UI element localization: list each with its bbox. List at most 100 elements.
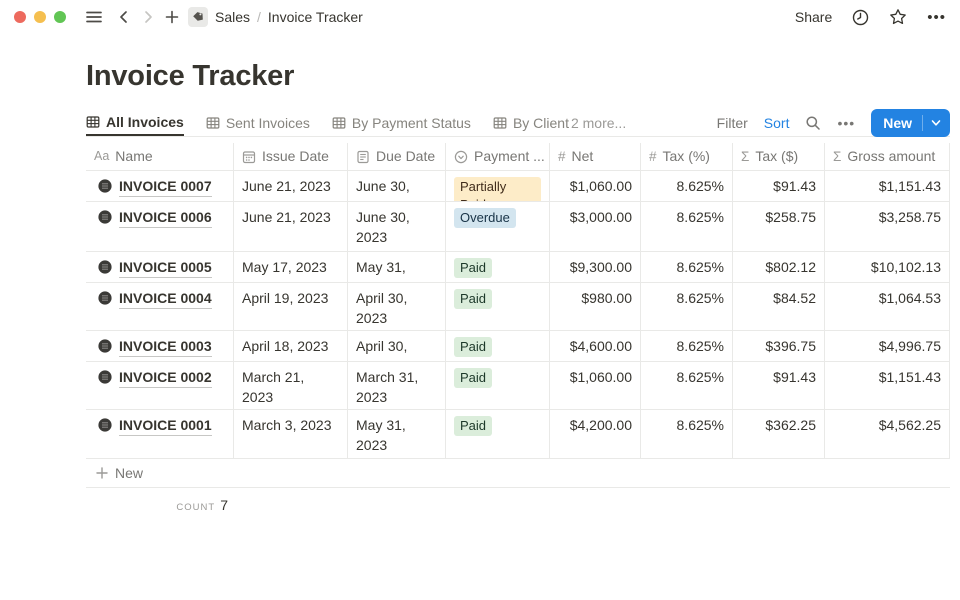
- breadcrumb-workspace[interactable]: Sales: [215, 9, 251, 25]
- gross-amount-cell[interactable]: $4,996.75: [825, 331, 950, 361]
- count-label[interactable]: count: [176, 502, 216, 513]
- payment-status-cell[interactable]: Paid: [446, 283, 550, 330]
- issue-date-cell[interactable]: April 19, 2023: [234, 283, 348, 330]
- more-options-icon[interactable]: •••: [927, 8, 946, 26]
- name-cell[interactable]: INVOICE 0005: [86, 252, 234, 282]
- new-button[interactable]: New: [871, 108, 950, 137]
- net-cell[interactable]: $9,300.00: [550, 252, 641, 282]
- tax-pct-cell[interactable]: 8.625%: [641, 202, 733, 251]
- net-cell[interactable]: $4,600.00: [550, 331, 641, 361]
- due-date-cell[interactable]: April 30, 2023: [348, 331, 446, 361]
- gross-amount-cell[interactable]: $1,064.53: [825, 283, 950, 330]
- name-cell[interactable]: INVOICE 0006: [86, 202, 234, 251]
- payment-status-cell[interactable]: Paid: [446, 331, 550, 361]
- zoom-window-button[interactable]: [54, 11, 66, 23]
- clock-history-icon[interactable]: [852, 9, 869, 26]
- tax-usd-cell[interactable]: $362.25: [733, 410, 825, 458]
- name-cell[interactable]: INVOICE 0003: [86, 331, 234, 361]
- net-cell[interactable]: $1,060.00: [550, 362, 641, 409]
- payment-status-cell[interactable]: Paid: [446, 410, 550, 458]
- issue-date-cell[interactable]: June 21, 2023: [234, 171, 348, 201]
- invoice-page-link[interactable]: INVOICE 0007: [119, 176, 212, 198]
- column-header-net[interactable]: # Net: [550, 143, 641, 170]
- tax-pct-cell[interactable]: 8.625%: [641, 252, 733, 282]
- tab-all-invoices[interactable]: All Invoices: [86, 109, 184, 136]
- name-cell[interactable]: INVOICE 0004: [86, 283, 234, 330]
- net-cell[interactable]: $1,060.00: [550, 171, 641, 201]
- favorite-star-icon[interactable]: [889, 8, 907, 26]
- issue-date-cell[interactable]: March 3, 2023: [234, 410, 348, 458]
- column-header-payment-[interactable]: Payment ...: [446, 143, 550, 170]
- column-header-due-date[interactable]: Due Date: [348, 143, 446, 170]
- tax-pct-cell[interactable]: 8.625%: [641, 362, 733, 409]
- tax-pct-cell[interactable]: 8.625%: [641, 171, 733, 201]
- tab-by-client[interactable]: By Client: [493, 109, 569, 136]
- new-button-label[interactable]: New: [883, 114, 912, 131]
- gross-amount-cell[interactable]: $10,102.13: [825, 252, 950, 282]
- issue-date-cell[interactable]: April 18, 2023: [234, 331, 348, 361]
- sidebar-menu-icon[interactable]: [82, 5, 106, 29]
- gross-amount-cell[interactable]: $1,151.43: [825, 171, 950, 201]
- tax-pct-cell[interactable]: 8.625%: [641, 283, 733, 330]
- name-cell[interactable]: INVOICE 0001: [86, 410, 234, 458]
- due-date-cell[interactable]: March 31, 2023: [348, 362, 446, 409]
- close-window-button[interactable]: [14, 11, 26, 23]
- breadcrumb-page[interactable]: Invoice Tracker: [267, 9, 363, 25]
- add-row-button[interactable]: New: [86, 459, 950, 488]
- tax-pct-cell[interactable]: 8.625%: [641, 331, 733, 361]
- payment-status-cell[interactable]: Paid: [446, 362, 550, 409]
- invoice-page-link[interactable]: INVOICE 0002: [119, 367, 212, 389]
- payment-status-cell[interactable]: Paid: [446, 252, 550, 282]
- due-date-cell[interactable]: June 30, 2023: [348, 202, 446, 251]
- due-date-cell[interactable]: April 30, 2023: [348, 283, 446, 330]
- tax-usd-cell[interactable]: $802.12: [733, 252, 825, 282]
- column-header-label: Gross amount: [847, 148, 936, 165]
- net-cell[interactable]: $980.00: [550, 283, 641, 330]
- column-header-name[interactable]: Aa Name: [86, 143, 234, 170]
- tax-usd-cell[interactable]: $91.43: [733, 171, 825, 201]
- sort-button[interactable]: Sort: [763, 114, 790, 131]
- invoice-page-link[interactable]: INVOICE 0005: [119, 257, 212, 279]
- tax-usd-cell[interactable]: $84.52: [733, 283, 825, 330]
- filter-button[interactable]: Filter: [716, 114, 748, 131]
- gross-amount-cell[interactable]: $4,562.25: [825, 410, 950, 458]
- issue-date-cell[interactable]: March 21, 2023: [234, 362, 348, 409]
- search-icon[interactable]: [805, 115, 821, 131]
- more-views-link[interactable]: 2 more...: [570, 114, 627, 131]
- tax-usd-cell[interactable]: $258.75: [733, 202, 825, 251]
- table-header-row: Aa Name Issue Date Due Date Payment ... # Net #…: [86, 143, 950, 171]
- payment-status-cell[interactable]: Overdue: [446, 202, 550, 251]
- tax-usd-cell[interactable]: $396.75: [733, 331, 825, 361]
- view-options-icon[interactable]: •••: [837, 114, 856, 131]
- due-date-cell[interactable]: May 31, 2023: [348, 252, 446, 282]
- new-page-plus-icon[interactable]: [160, 5, 184, 29]
- forward-icon[interactable]: [136, 5, 160, 29]
- column-header-issue-date[interactable]: Issue Date: [234, 143, 348, 170]
- column-header-tax-[interactable]: Σ Tax ($): [733, 143, 825, 170]
- gross-amount-cell[interactable]: $3,258.75: [825, 202, 950, 251]
- net-cell[interactable]: $4,200.00: [550, 410, 641, 458]
- due-date-cell[interactable]: May 31, 2023: [348, 410, 446, 458]
- minimize-window-button[interactable]: [34, 11, 46, 23]
- invoice-page-link[interactable]: INVOICE 0001: [119, 415, 212, 437]
- issue-date-cell[interactable]: June 21, 2023: [234, 202, 348, 251]
- back-icon[interactable]: [112, 5, 136, 29]
- tax-usd-cell[interactable]: $91.43: [733, 362, 825, 409]
- invoice-page-link[interactable]: INVOICE 0003: [119, 336, 212, 358]
- tab-sent-invoices[interactable]: Sent Invoices: [206, 109, 310, 136]
- name-cell[interactable]: INVOICE 0007: [86, 171, 234, 201]
- chevron-down-icon[interactable]: [923, 118, 950, 128]
- net-cell[interactable]: $3,000.00: [550, 202, 641, 251]
- invoice-page-link[interactable]: INVOICE 0004: [119, 288, 212, 310]
- issue-date-cell[interactable]: May 17, 2023: [234, 252, 348, 282]
- column-header-gross-amount[interactable]: Σ Gross amount: [825, 143, 950, 170]
- name-cell[interactable]: INVOICE 0002: [86, 362, 234, 409]
- gross-amount-cell[interactable]: $1,151.43: [825, 362, 950, 409]
- column-header-tax-[interactable]: # Tax (%): [641, 143, 733, 170]
- tax-pct-cell[interactable]: 8.625%: [641, 410, 733, 458]
- due-date-cell[interactable]: June 30, 2023: [348, 171, 446, 201]
- invoice-page-link[interactable]: INVOICE 0006: [119, 207, 212, 229]
- share-button[interactable]: Share: [794, 9, 833, 25]
- tab-by-payment-status[interactable]: By Payment Status: [332, 109, 471, 136]
- payment-status-cell[interactable]: Partially Paid: [446, 171, 550, 201]
